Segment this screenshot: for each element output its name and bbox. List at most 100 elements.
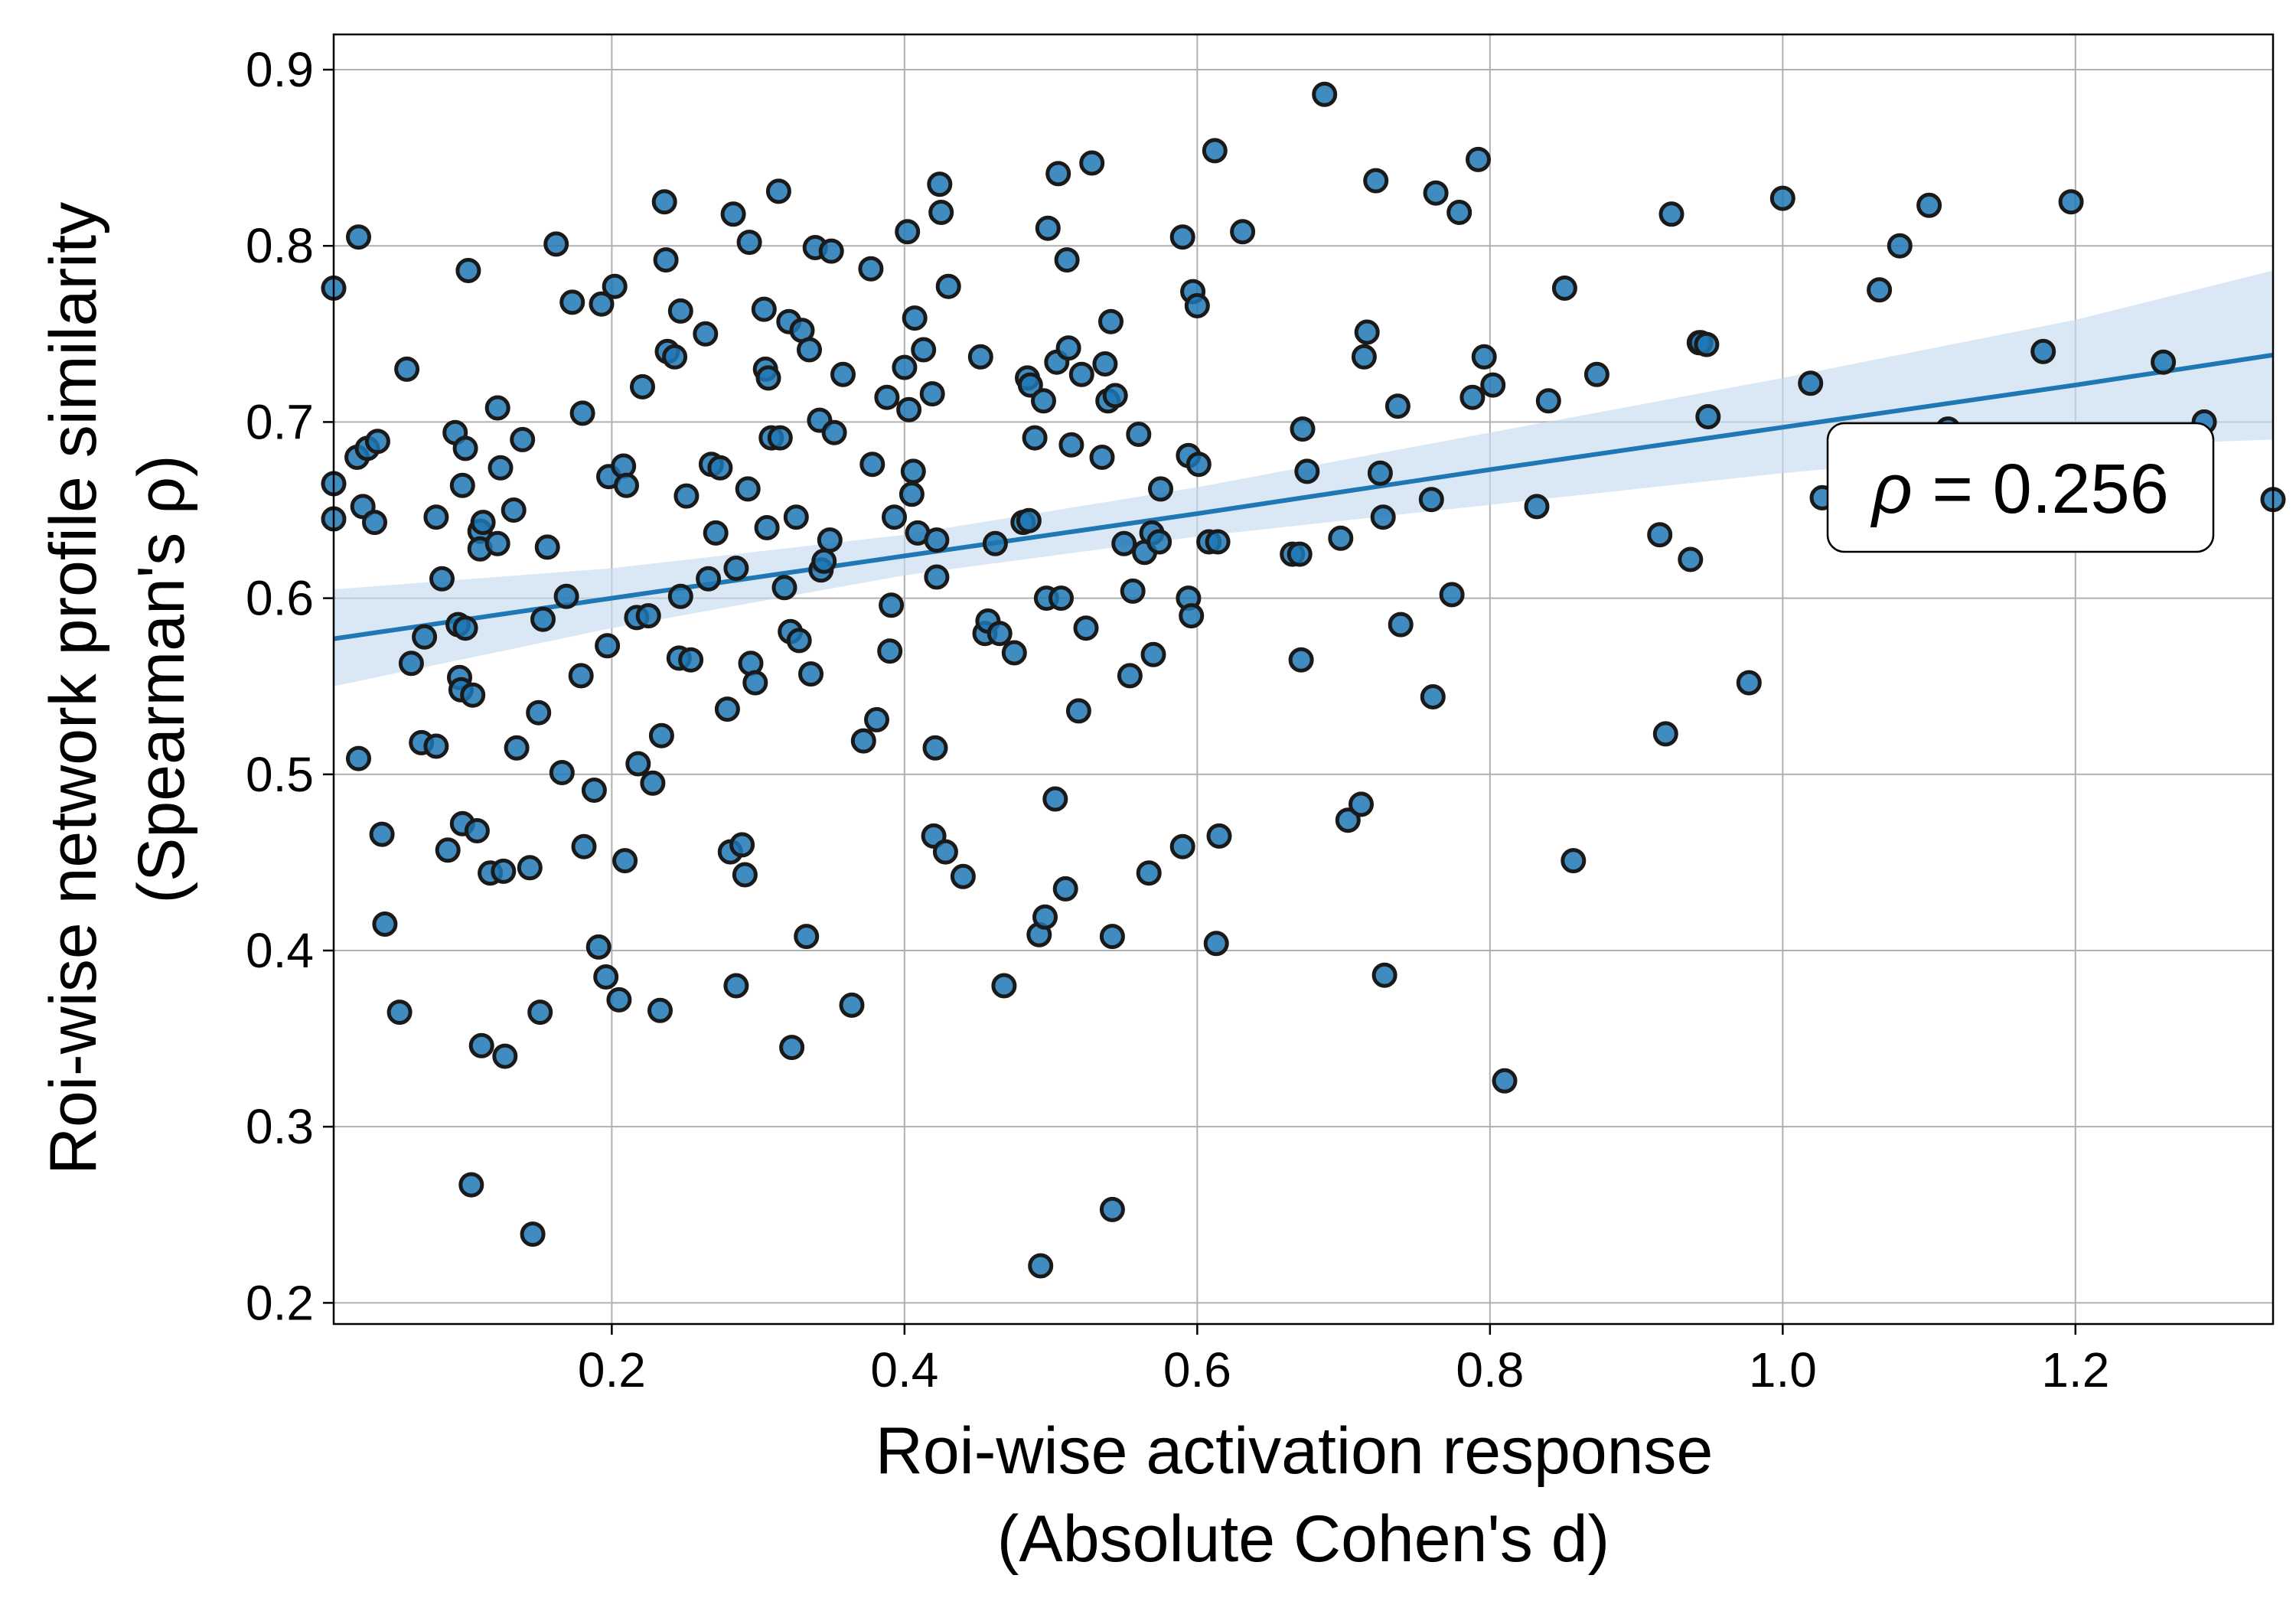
data-point	[1363, 168, 1389, 194]
data-point	[771, 575, 797, 601]
data-point	[1205, 529, 1231, 555]
data-point	[821, 419, 847, 445]
data-point	[527, 1000, 553, 1026]
data-point	[1694, 331, 1720, 357]
data-point	[534, 534, 560, 560]
regression-line-group	[333, 352, 2274, 641]
data-point	[1092, 351, 1118, 377]
data-point	[797, 337, 822, 363]
data-point	[703, 520, 729, 546]
data-point	[1052, 876, 1078, 902]
data-point	[794, 924, 820, 950]
data-point	[1287, 541, 1313, 567]
data-point	[1371, 962, 1397, 988]
data-point	[1017, 372, 1043, 398]
data-point	[1769, 185, 1795, 211]
data-point	[460, 682, 486, 708]
data-point	[484, 395, 510, 421]
data-point	[640, 770, 666, 796]
data-point	[362, 510, 387, 536]
y-tick-label: 0.5	[246, 747, 314, 802]
data-point	[1583, 361, 1609, 387]
data-point	[1179, 603, 1205, 629]
data-point	[1099, 924, 1125, 950]
data-point	[510, 426, 536, 452]
data-point	[488, 455, 514, 481]
correlation-annotation: ρ = 0.256	[1826, 422, 2215, 553]
data-point	[755, 365, 781, 391]
data-point	[693, 321, 719, 347]
data-point	[765, 178, 791, 204]
data-point	[1186, 452, 1212, 478]
data-point	[1049, 585, 1074, 611]
data-point	[1146, 529, 1172, 555]
data-point	[707, 455, 733, 481]
data-point	[817, 527, 843, 553]
data-point	[967, 344, 993, 370]
data-point	[602, 273, 628, 299]
data-point	[899, 481, 925, 507]
data-point	[892, 354, 918, 380]
x-axis-title: Roi-wise activation response (Absolute C…	[876, 1414, 1732, 1576]
data-point	[1206, 823, 1232, 849]
grid-lines	[334, 34, 2273, 1324]
data-point	[1068, 361, 1094, 387]
regression-line	[333, 352, 2274, 641]
data-point	[1054, 247, 1080, 273]
data-point	[723, 973, 749, 999]
data-point	[1647, 522, 1673, 548]
data-point	[667, 583, 693, 609]
data-point	[468, 1032, 494, 1058]
x-tick-label: 0.4	[870, 1342, 938, 1397]
data-point	[919, 381, 945, 407]
data-point	[1098, 308, 1124, 334]
data-point	[593, 964, 619, 990]
data-point	[950, 863, 976, 889]
data-point	[452, 615, 478, 641]
data-point	[1916, 192, 1942, 218]
data-point	[786, 628, 812, 654]
data-point	[818, 238, 844, 264]
data-point	[1184, 293, 1210, 318]
data-point	[559, 289, 585, 315]
data-point	[696, 566, 722, 592]
data-point	[1140, 641, 1166, 667]
data-point	[1169, 833, 1195, 859]
data-point	[1695, 404, 1721, 429]
data-point	[1202, 138, 1228, 164]
data-point	[2151, 349, 2177, 375]
data-point	[423, 733, 449, 759]
data-point	[517, 855, 543, 881]
data-point	[484, 530, 510, 556]
data-point	[1535, 388, 1561, 414]
data-point	[606, 986, 632, 1013]
data-point	[1798, 370, 1824, 396]
data-point	[1203, 931, 1229, 957]
data-point	[754, 515, 780, 540]
data-point	[369, 821, 395, 847]
data-point	[1058, 432, 1084, 458]
data-point	[520, 1221, 546, 1247]
data-point	[1370, 504, 1396, 530]
data-point	[549, 760, 575, 785]
data-point	[798, 661, 823, 687]
axes-frame	[332, 33, 2275, 1326]
y-tick-label: 0.4	[246, 923, 314, 978]
data-point	[859, 452, 885, 478]
data-point	[714, 696, 740, 722]
y-tick-label: 0.8	[246, 218, 314, 273]
data-point	[1354, 319, 1380, 345]
data-point	[653, 247, 679, 273]
data-point	[1117, 663, 1143, 689]
data-point	[346, 224, 371, 250]
data-point	[858, 256, 884, 282]
data-point	[932, 839, 958, 865]
data-point	[850, 728, 876, 754]
data-point	[924, 564, 950, 590]
x-axis-title-line-2: (Absolute Cohen's d)	[997, 1502, 1609, 1576]
data-point	[1658, 201, 1684, 227]
data-point	[464, 818, 490, 843]
data-point	[1065, 698, 1091, 724]
data-point	[720, 201, 746, 227]
